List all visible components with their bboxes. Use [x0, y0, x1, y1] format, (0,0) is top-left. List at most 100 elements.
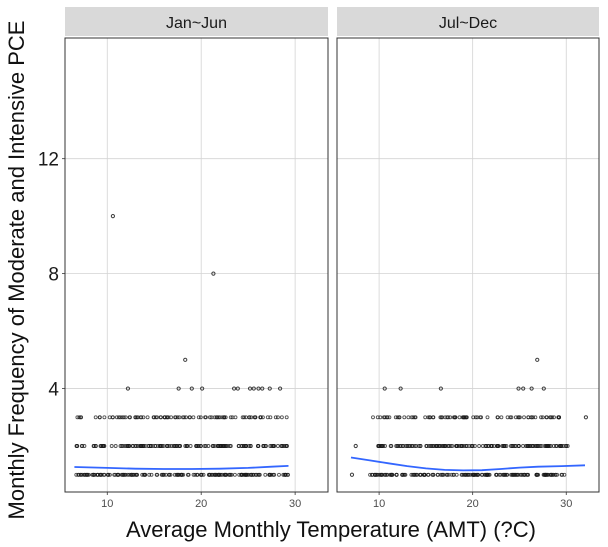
data-point: [382, 415, 387, 420]
data-point: [146, 444, 151, 448]
data-point: [349, 472, 355, 477]
data-point: [550, 415, 555, 420]
data-point: [375, 415, 380, 420]
data-point: [500, 444, 505, 448]
data-point: [243, 472, 248, 477]
data-point: [253, 415, 258, 420]
data-point: [560, 472, 565, 477]
data-point: [218, 472, 223, 477]
data-point: [97, 415, 102, 420]
panel-border: [64, 37, 329, 493]
data-point: [397, 415, 402, 420]
data-point: [427, 415, 432, 420]
data-point: [127, 472, 132, 477]
data-point: [243, 444, 248, 448]
data-point: [114, 415, 119, 420]
data-point: [107, 415, 112, 420]
data-point: [176, 472, 181, 477]
data-point: [517, 415, 522, 420]
data-point: [112, 472, 117, 477]
y-tick-label: 8: [48, 265, 59, 286]
facet-strip: [337, 7, 599, 36]
data-point: [221, 444, 226, 448]
data-point: [275, 415, 280, 420]
data-point: [216, 415, 221, 420]
data-point: [255, 444, 260, 448]
data-point: [82, 444, 87, 448]
data-point: [402, 415, 407, 420]
data-point: [539, 415, 543, 420]
data-point: [475, 472, 480, 477]
data-point: [459, 444, 464, 448]
data-point: [461, 472, 466, 477]
data-point: [394, 472, 399, 477]
facet-panel-2: Jul~Dec 10 20 30: [336, 7, 600, 510]
data-point: [214, 472, 219, 477]
data-point: [539, 444, 544, 448]
data-point: [141, 415, 146, 420]
data-point: [430, 444, 435, 448]
data-point: [110, 214, 116, 219]
data-point: [235, 386, 240, 391]
data-point: [207, 415, 212, 420]
data-point: [149, 472, 154, 477]
x-tick-label: 10: [373, 498, 385, 510]
data-point: [395, 444, 400, 448]
data-point: [248, 472, 253, 477]
data-point: [206, 444, 211, 448]
data-point: [193, 472, 198, 477]
data-point: [282, 444, 287, 448]
data-point: [222, 472, 227, 477]
data-point: [431, 472, 436, 477]
data-point: [214, 415, 219, 420]
data-point: [353, 443, 358, 449]
data-point: [239, 444, 244, 448]
data-point: [210, 444, 215, 448]
data-point: [382, 386, 387, 391]
data-point: [409, 415, 414, 420]
data-point: [544, 415, 549, 420]
data-point: [199, 472, 204, 477]
data-point: [389, 472, 394, 477]
data-point: [389, 444, 394, 448]
data-point: [516, 415, 521, 420]
data-point: [216, 444, 221, 448]
data-point: [515, 472, 520, 477]
data-point: [155, 415, 160, 420]
data-point: [125, 386, 131, 391]
data-point: [398, 386, 403, 391]
data-point: [529, 415, 534, 420]
data-point: [374, 472, 379, 477]
data-point: [533, 444, 538, 448]
data-point: [263, 444, 268, 448]
data-point: [231, 386, 237, 391]
y-axis: 4 8 12: [38, 150, 65, 401]
data-point: [372, 472, 377, 477]
data-point: [379, 472, 384, 477]
data-point: [169, 415, 174, 420]
data-point: [283, 444, 288, 448]
data-point: [158, 444, 162, 448]
data-point: [446, 472, 451, 477]
data-point: [368, 472, 373, 477]
data-point: [233, 415, 238, 420]
data-point: [564, 444, 568, 448]
data-point: [457, 444, 461, 448]
data-point: [165, 444, 170, 448]
data-point: [551, 444, 556, 448]
data-point: [403, 472, 408, 477]
data-point: [513, 415, 518, 420]
data-point: [116, 472, 120, 477]
data-point: [202, 444, 207, 448]
data-point: [77, 415, 82, 420]
data-point: [495, 415, 500, 420]
data-point: [133, 415, 138, 420]
data-point: [371, 415, 375, 420]
data-point: [460, 415, 465, 420]
data-point: [184, 444, 189, 448]
y-axis-title: Monthly Frequency of Moderate and Intens…: [4, 21, 29, 520]
data-point: [436, 444, 441, 448]
data-point: [464, 472, 469, 477]
data-point: [388, 472, 393, 477]
data-point: [158, 415, 163, 420]
